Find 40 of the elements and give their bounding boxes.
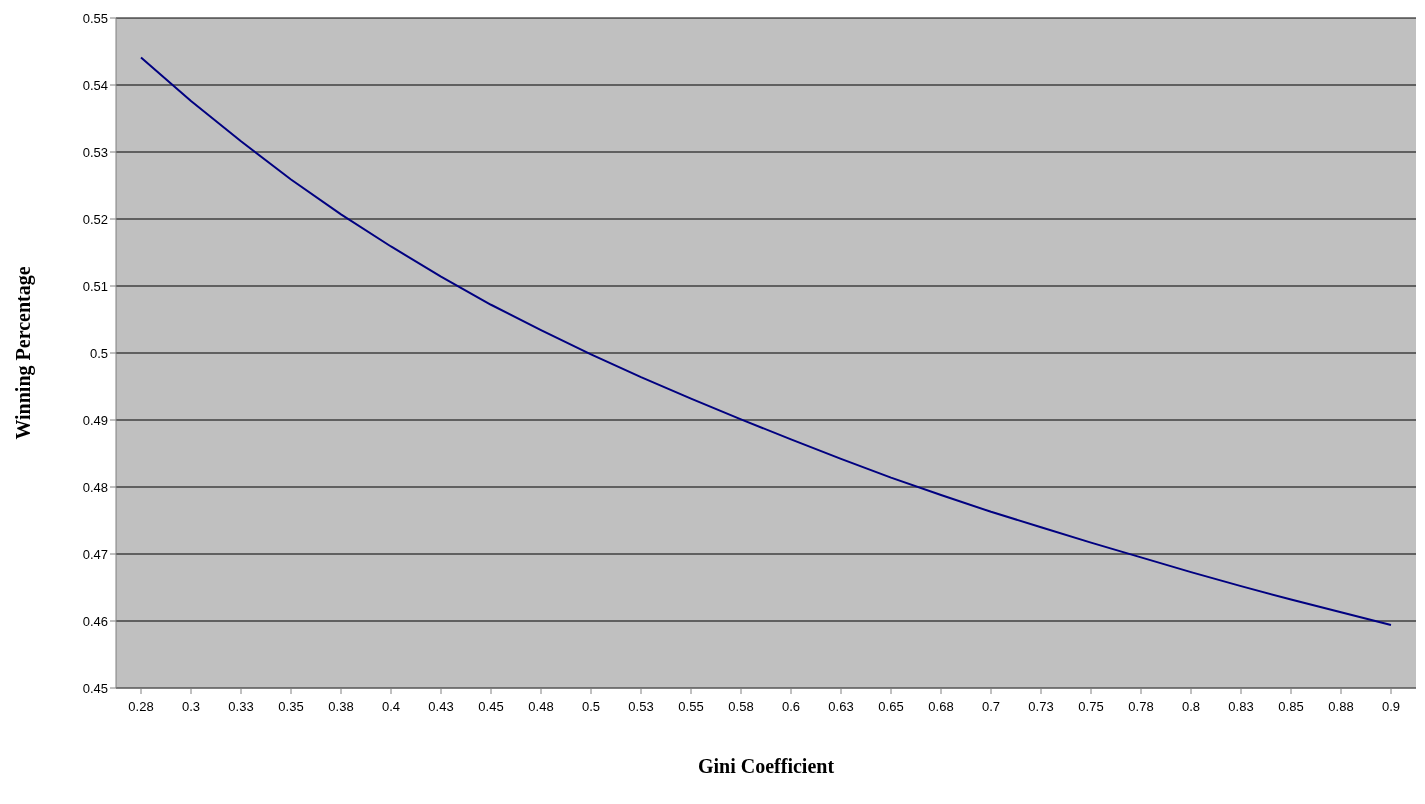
x-tick-label: 0.73 [1028, 699, 1054, 715]
x-tick-label: 0.68 [928, 699, 954, 715]
x-tick-label: 0.83 [1228, 699, 1254, 715]
x-tick-label: 0.6 [781, 699, 801, 715]
x-tick-label: 0.45 [478, 699, 504, 715]
x-tick-label: 0.3 [181, 699, 201, 715]
y-tick-label: 0.51 [82, 278, 108, 294]
x-tick-label: 0.55 [678, 699, 704, 715]
x-axis-title: Gini Coefficient [697, 755, 835, 777]
x-tick-label: 0.48 [528, 699, 554, 715]
x-tick-label: 0.65 [878, 699, 904, 715]
y-axis-title: Winning Percentage [12, 266, 36, 440]
y-tick-label: 0.48 [82, 479, 108, 495]
x-tick-label: 0.35 [278, 699, 304, 715]
y-tick-label: 0.5 [89, 345, 108, 361]
x-tick-label: 0.33 [228, 699, 254, 715]
x-tick-label: 0.85 [1278, 699, 1304, 715]
y-tick-label: 0.54 [82, 77, 108, 93]
x-tick-label: 0.28 [128, 699, 154, 715]
x-tick-label: 0.58 [728, 699, 754, 715]
x-tick-label: 0.43 [428, 699, 454, 715]
y-tick-label: 0.49 [82, 412, 108, 428]
y-tick-label: 0.52 [82, 211, 108, 227]
x-tick-label: 0.78 [1128, 699, 1154, 715]
x-tick-label: 0.8 [1181, 699, 1201, 715]
x-tick-label: 0.75 [1078, 699, 1104, 715]
x-tick-label: 0.53 [628, 699, 654, 715]
x-tick-label: 0.38 [328, 699, 354, 715]
line-series [140, 56, 1392, 627]
y-tick-label: 0.55 [82, 10, 108, 26]
y-tick-label: 0.53 [82, 144, 108, 160]
x-tick-label: 0.7 [981, 699, 1001, 715]
y-tick-label: 0.46 [82, 613, 108, 629]
x-tick-label: 0.63 [828, 699, 854, 715]
x-tick-label: 0.5 [581, 699, 601, 715]
y-tick-label: 0.47 [82, 546, 108, 562]
x-tick-label: 0.4 [381, 699, 401, 715]
x-tick-label: 0.9 [1381, 699, 1401, 715]
x-tick-label: 0.88 [1328, 699, 1354, 715]
y-tick-label: 0.45 [82, 680, 108, 696]
